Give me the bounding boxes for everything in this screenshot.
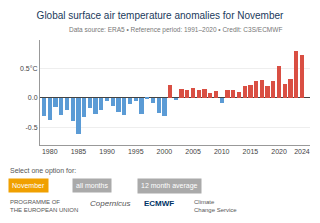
svg-text:Data source: ERA5 • Reference: Data source: ERA5 • Reference period: 19… bbox=[69, 26, 282, 34]
svg-text:November: November bbox=[12, 182, 45, 189]
svg-text:2010: 2010 bbox=[214, 148, 230, 155]
svg-text:0.5°C: 0.5°C bbox=[20, 65, 38, 72]
svg-text:ClimateChange Service: ClimateChange Service bbox=[194, 199, 237, 213]
svg-text:PROGRAMME OFTHE EUROPEAN UNION: PROGRAMME OFTHE EUROPEAN UNION bbox=[10, 199, 78, 213]
svg-text:1995: 1995 bbox=[128, 148, 144, 155]
svg-text:1985: 1985 bbox=[71, 148, 87, 155]
svg-text:12 month average: 12 month average bbox=[141, 182, 198, 190]
svg-text:Select one option for:: Select one option for: bbox=[10, 167, 76, 175]
svg-text:1980: 1980 bbox=[42, 148, 58, 155]
svg-text:Global surface air temperature: Global surface air temperature anomalies… bbox=[37, 10, 284, 21]
svg-text:-0.5: -0.5 bbox=[26, 124, 38, 131]
svg-text:2000: 2000 bbox=[157, 148, 173, 155]
svg-text:2020: 2020 bbox=[271, 148, 287, 155]
svg-text:0.0: 0.0 bbox=[28, 94, 38, 101]
svg-text:1990: 1990 bbox=[99, 148, 115, 155]
svg-text:2005: 2005 bbox=[185, 148, 201, 155]
svg-text:Copernicus: Copernicus bbox=[90, 199, 130, 208]
svg-text:ECMWF: ECMWF bbox=[144, 199, 174, 208]
svg-text:2024: 2024 bbox=[294, 148, 310, 155]
svg-text:2015: 2015 bbox=[243, 148, 259, 155]
svg-text:all months: all months bbox=[76, 182, 108, 189]
